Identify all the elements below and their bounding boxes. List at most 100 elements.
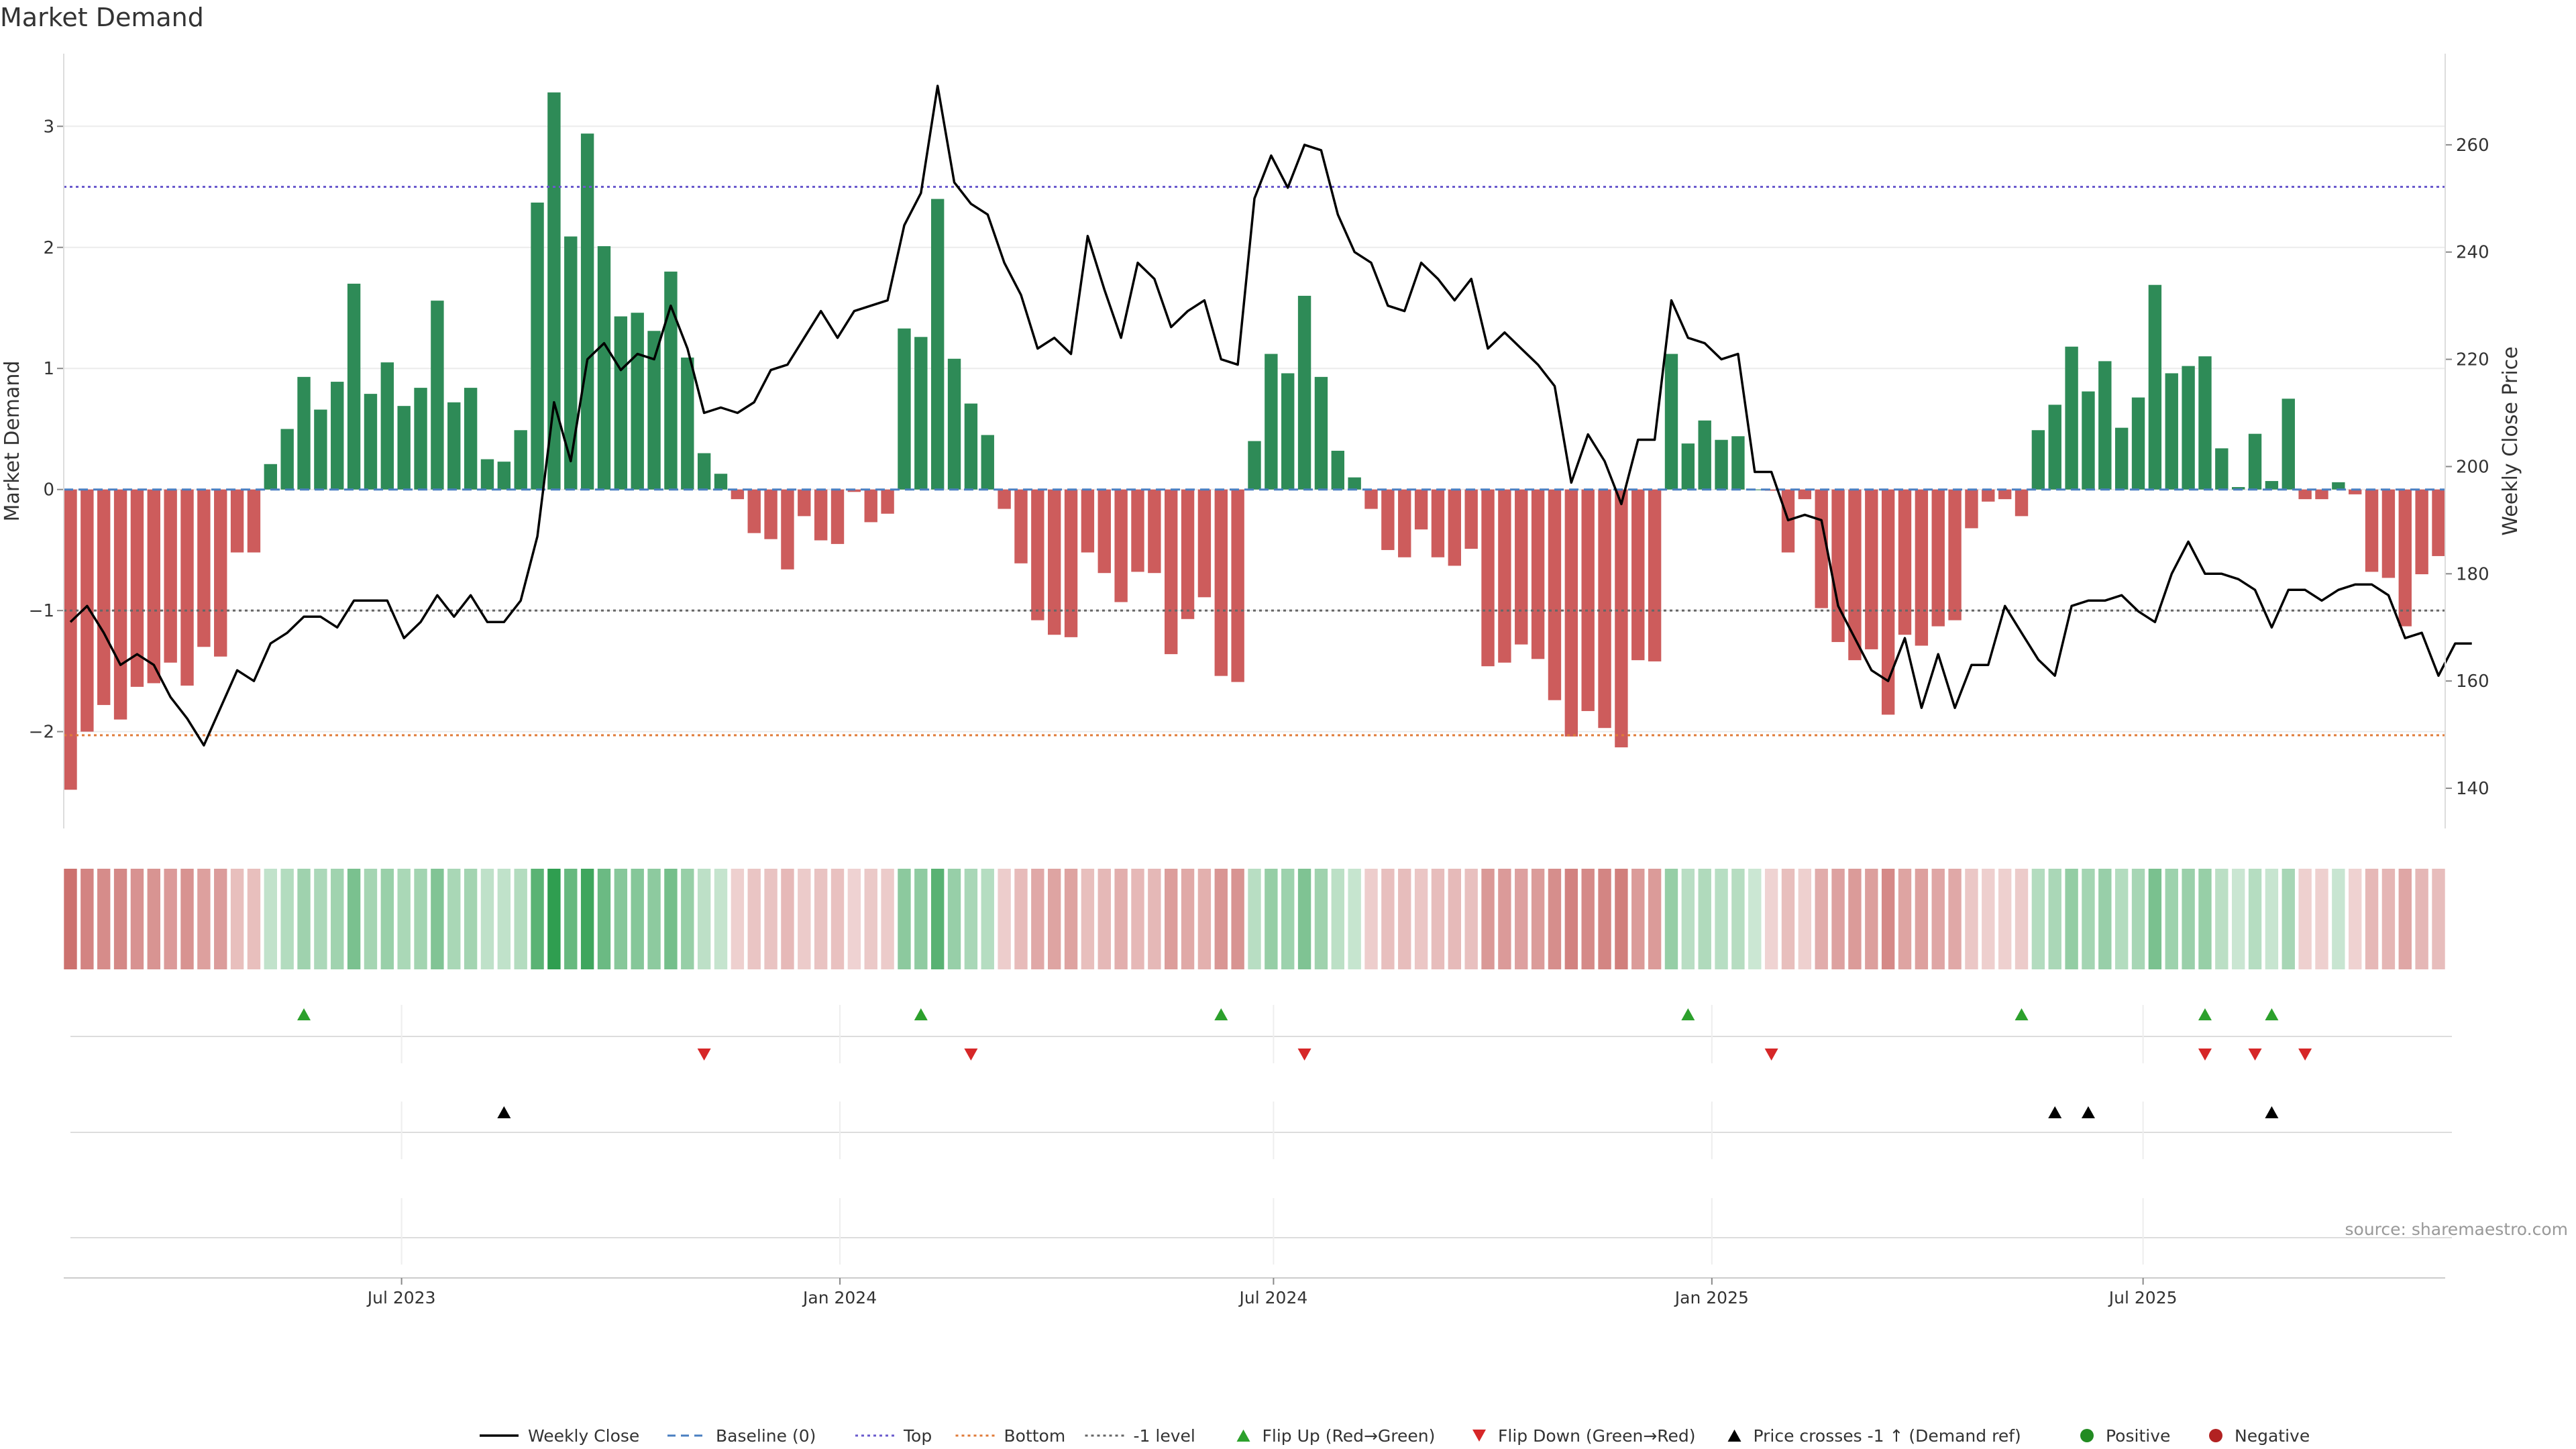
price-cross-marker xyxy=(2081,1106,2095,1118)
heat-cell xyxy=(981,869,994,969)
heat-cell xyxy=(264,869,278,969)
demand-bar-positive xyxy=(1297,295,1311,490)
heat-cell xyxy=(847,869,861,969)
weekly-close-line xyxy=(69,85,2472,747)
demand-bar-positive xyxy=(2165,373,2178,490)
legend-label: Flip Up (Red→Green) xyxy=(1263,1426,1436,1446)
heat-cell xyxy=(347,869,361,969)
demand-bar-negative xyxy=(1515,489,1528,645)
legend-swatch xyxy=(1236,1430,1250,1442)
heat-cell xyxy=(2015,869,2029,969)
demand-bar-positive xyxy=(1715,439,1728,490)
heat-cell xyxy=(764,869,777,969)
x-tick-label: Jul 2023 xyxy=(366,1288,436,1307)
demand-bar-positive xyxy=(1731,436,1745,490)
heat-cell xyxy=(1915,869,1929,969)
demand-bar-positive xyxy=(580,133,594,490)
flip-down-marker xyxy=(964,1049,978,1061)
demand-bar-negative xyxy=(1047,489,1061,635)
demand-bar-negative xyxy=(97,489,111,705)
heat-cell xyxy=(2182,869,2195,969)
heat-cell xyxy=(1165,869,1178,969)
heat-cell xyxy=(781,869,794,969)
flip-down-marker xyxy=(1297,1049,1311,1061)
heat-cell xyxy=(2315,869,2328,969)
heat-cell xyxy=(1998,869,2012,969)
demand-bar-negative xyxy=(1531,489,1545,659)
demand-bar-positive xyxy=(631,313,644,490)
heat-cell xyxy=(2349,869,2362,969)
legend-label: Baseline (0) xyxy=(716,1426,816,1446)
demand-bar-positive xyxy=(1314,376,1328,490)
heat-cell xyxy=(1898,869,1912,969)
legend-swatch xyxy=(2209,1429,2222,1442)
flip-up-marker xyxy=(2198,1008,2212,1020)
heat-cell xyxy=(1865,869,1878,969)
heat-cell xyxy=(1731,869,1745,969)
demand-bar-negative xyxy=(164,489,177,663)
legend-swatch xyxy=(1727,1430,1741,1442)
demand-bar-positive xyxy=(2248,433,2262,490)
y-tick-label: −2 xyxy=(29,722,54,743)
heat-cell xyxy=(564,869,578,969)
heat-cell xyxy=(1281,869,1295,969)
flip-down-marker xyxy=(2298,1049,2312,1061)
heat-cell xyxy=(1314,869,1328,969)
heat-cell xyxy=(1214,869,1228,969)
heat-cell xyxy=(514,869,527,969)
demand-bar-negative xyxy=(214,489,227,657)
price-cross-marker xyxy=(2265,1106,2279,1118)
demand-bar-negative xyxy=(798,489,811,517)
heat-cell xyxy=(830,869,845,969)
heat-cell xyxy=(414,869,427,969)
heat-cell xyxy=(1798,869,1812,969)
heat-cell xyxy=(1031,869,1044,969)
legend-label: Top xyxy=(903,1426,932,1446)
demand-bar-negative xyxy=(1181,489,1195,619)
heat-cell xyxy=(2031,869,2045,969)
demand-bar-negative xyxy=(2415,489,2428,575)
demand-bar-negative xyxy=(1965,489,1978,529)
demand-bar-negative xyxy=(180,489,194,686)
demand-bar-positive xyxy=(681,357,694,490)
heat-cell xyxy=(697,869,711,969)
heat-cell xyxy=(314,869,327,969)
demand-bar-negative xyxy=(1982,489,1995,502)
heat-cell xyxy=(714,869,728,969)
heat-cell xyxy=(1648,869,1662,969)
demand-bar-negative xyxy=(2381,489,2396,578)
heat-cell xyxy=(464,869,478,969)
heat-cell xyxy=(1764,869,1778,969)
heat-cell xyxy=(2048,869,2061,969)
demand-bar-negative xyxy=(2315,489,2328,500)
y-tick-label: 1 xyxy=(43,359,54,379)
heat-cell xyxy=(1515,869,1528,969)
heat-cell xyxy=(1715,869,1728,969)
demand-bar-positive xyxy=(2065,346,2078,490)
demand-bar-negative xyxy=(1631,489,1645,661)
heat-cell xyxy=(297,869,311,969)
demand-bar-positive xyxy=(2131,397,2145,490)
heat-cell xyxy=(113,869,127,969)
heat-cell xyxy=(531,869,544,969)
demand-bar-positive xyxy=(714,474,728,490)
heat-cell xyxy=(214,869,227,969)
demand-bar-positive xyxy=(647,331,661,490)
demand-bar-negative xyxy=(864,489,877,523)
flip-down-marker xyxy=(2248,1049,2262,1061)
y-tick-label: 0 xyxy=(43,480,54,500)
demand-bars xyxy=(64,92,2445,790)
demand-bar-positive xyxy=(597,246,611,490)
demand-bar-negative xyxy=(247,489,261,553)
heat-cell xyxy=(731,869,745,969)
demand-bar-positive xyxy=(914,337,928,490)
heat-cell xyxy=(1681,869,1695,969)
heat-cell xyxy=(914,869,928,969)
demand-bar-negative xyxy=(1131,489,1144,572)
demand-bar-positive xyxy=(1698,420,1711,490)
heat-cell xyxy=(2415,869,2428,969)
heat-cell xyxy=(1364,869,1378,969)
heat-cell xyxy=(1598,869,1611,969)
heat-cell xyxy=(1231,869,1244,969)
